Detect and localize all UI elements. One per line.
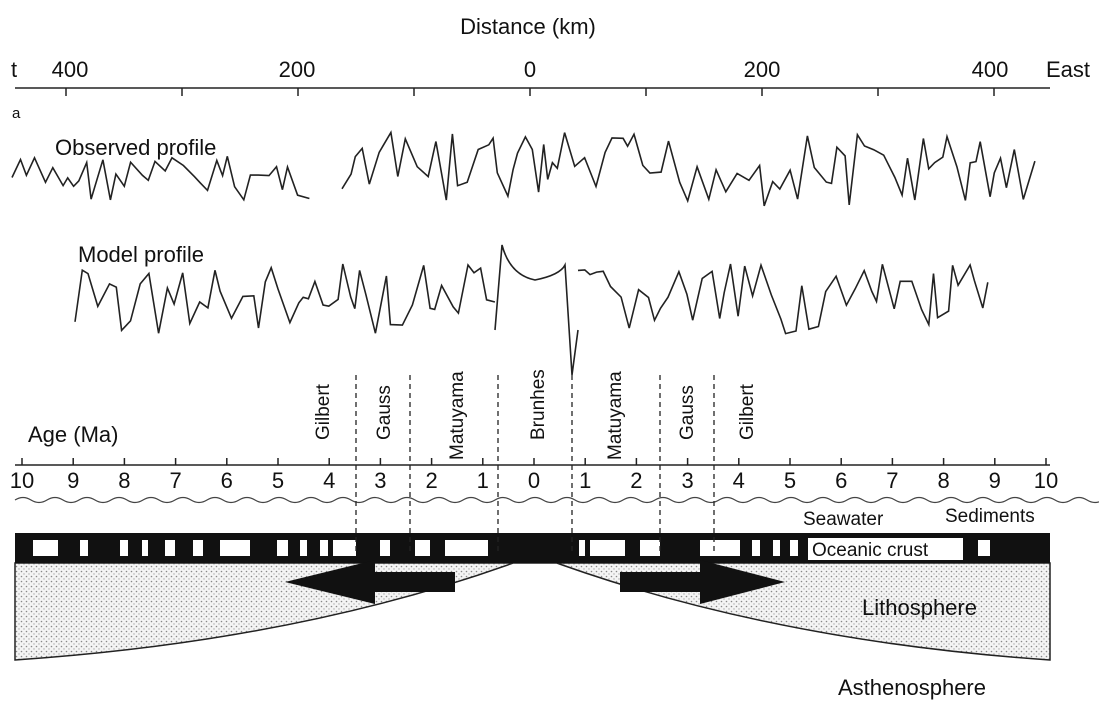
age-label: 7 <box>886 468 898 493</box>
stripe <box>700 540 740 556</box>
model-profile <box>74 263 496 334</box>
layer-label: Oceanic crust <box>812 540 929 561</box>
age-label: 5 <box>272 468 284 493</box>
age-label: 2 <box>630 468 642 493</box>
age-label: 1 <box>579 468 591 493</box>
distance-label: 400 <box>972 57 1009 82</box>
sea-surface <box>14 496 1099 504</box>
age-label: 0 <box>528 468 540 493</box>
stripe <box>277 540 288 556</box>
distance-label: 200 <box>279 57 316 82</box>
magnetic-stripes <box>33 540 990 556</box>
stripe <box>978 540 990 556</box>
stripe <box>752 540 760 556</box>
stripe <box>415 540 430 556</box>
stripe <box>380 540 390 556</box>
label-bg <box>800 506 910 530</box>
chron-label: Gauss <box>374 385 395 440</box>
age-label: 4 <box>323 468 335 493</box>
stripe <box>333 540 356 556</box>
profile-label: Observed profile <box>55 135 216 160</box>
distance-label: 400 <box>52 57 89 82</box>
age-label: 3 <box>374 468 386 493</box>
stripe <box>640 540 660 556</box>
age-label: 10 <box>10 468 34 493</box>
layer-label: Sediments <box>945 506 1035 527</box>
stripe <box>590 540 625 556</box>
stripe <box>80 540 88 556</box>
stripe <box>165 540 175 556</box>
stripe <box>300 540 307 556</box>
age-label: 2 <box>425 468 437 493</box>
stripe <box>220 540 250 556</box>
age-label: 6 <box>835 468 847 493</box>
distance-label: 200 <box>744 57 781 82</box>
stripe <box>773 540 780 556</box>
distance-label: 0 <box>524 57 536 82</box>
observed-profile <box>11 155 310 202</box>
model-profile <box>494 244 579 376</box>
stripe <box>193 540 203 556</box>
stripe <box>142 540 148 556</box>
stripe <box>445 540 488 556</box>
age-label: 1 <box>477 468 489 493</box>
distance-title: Distance (km) <box>460 14 596 39</box>
age-title: Age (Ma) <box>28 422 118 447</box>
age-label: 9 <box>67 468 79 493</box>
layer-label: Seawater <box>803 509 884 530</box>
arrow-west <box>285 560 455 604</box>
age-label: 6 <box>221 468 233 493</box>
age-label: 3 <box>681 468 693 493</box>
observed-profile <box>341 130 1036 207</box>
age-label: 5 <box>784 468 796 493</box>
age-label: 10 <box>1034 468 1058 493</box>
layer-label: Asthenosphere <box>838 675 986 700</box>
profile-label: Model profile <box>78 242 204 267</box>
age-label: 4 <box>733 468 745 493</box>
distance-label: t <box>11 57 17 82</box>
chron-label: Matuyama <box>605 371 626 460</box>
label-bg <box>808 538 963 560</box>
stripe <box>320 540 328 556</box>
age-label: 9 <box>989 468 1001 493</box>
chron-label: Gilbert <box>737 383 758 440</box>
model-profile <box>577 262 989 335</box>
stripe <box>579 540 585 556</box>
distance-label: East <box>1046 57 1090 82</box>
age-label: 7 <box>169 468 181 493</box>
stripe <box>790 540 798 556</box>
stripe <box>33 540 58 556</box>
chron-label: Gilbert <box>313 383 334 440</box>
age-label: 8 <box>937 468 949 493</box>
chron-label: Gauss <box>677 385 698 440</box>
chron-label: Matuyama <box>447 371 468 460</box>
panel-label: a <box>12 105 21 122</box>
chron-label: Brunhes <box>528 369 549 440</box>
arrow-east <box>620 560 785 604</box>
layer-label: Lithosphere <box>862 595 977 620</box>
age-label: 8 <box>118 468 130 493</box>
stripe <box>120 540 128 556</box>
